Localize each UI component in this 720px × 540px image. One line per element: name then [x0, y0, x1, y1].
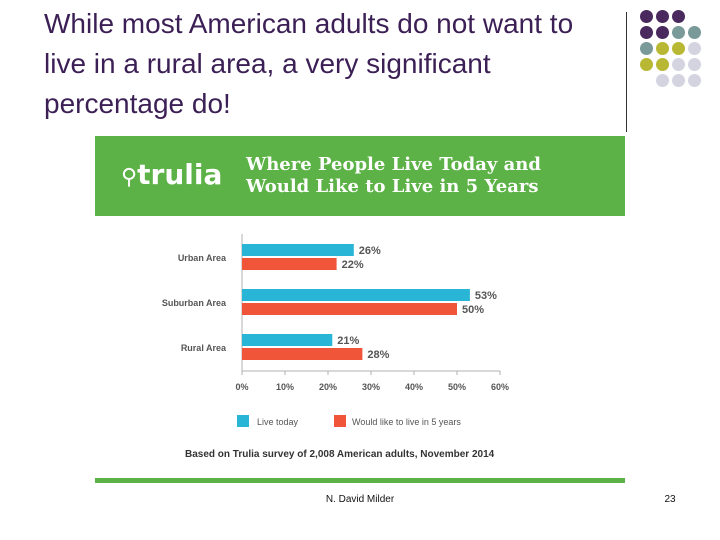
x-tick-label: 40% [405, 382, 423, 392]
decor-dot [672, 42, 685, 55]
bar [242, 289, 470, 301]
x-tick-label: 20% [319, 382, 337, 392]
footer-author: N. David Milder [325, 494, 395, 505]
chart-banner: ⚲trulia Where People Live Today and Woul… [95, 136, 625, 216]
category-label: Urban Area [178, 253, 227, 263]
category-label: Rural Area [181, 343, 227, 353]
title-divider [626, 12, 627, 132]
category-label: Suburban Area [162, 298, 227, 308]
decor-dot [672, 58, 685, 71]
x-tick-label: 60% [491, 382, 509, 392]
x-tick-label: 50% [448, 382, 466, 392]
bar-chart: 0% 10% 20% 30% 40% 50% 60% Urban Area 26% 22% Subu… [162, 234, 509, 460]
decor-dot [656, 58, 669, 71]
decor-dot [688, 26, 701, 39]
page-number: 23 [664, 494, 676, 505]
decor-dot [656, 42, 669, 55]
legend-swatch [334, 415, 346, 427]
banner-title-line1: Where People Live Today and [246, 154, 541, 175]
slide-title: While most American adults do not want t… [44, 8, 574, 119]
decor-dot [640, 10, 653, 23]
source-note: Based on Trulia survey of 2,008 American… [185, 449, 495, 460]
map-pin-icon: ⚲ [121, 165, 138, 190]
decor-dot [688, 74, 701, 87]
bar [242, 303, 457, 315]
banner-title-line2: Would Like to Live in 5 Years [246, 176, 539, 197]
decor-dot [672, 74, 685, 87]
legend-swatch [237, 415, 249, 427]
x-tick-label: 0% [235, 382, 248, 392]
decorative-dot-grid [640, 10, 720, 120]
bar [242, 334, 333, 346]
decor-dot [640, 26, 653, 39]
decor-dot [656, 26, 669, 39]
decor-dot [672, 10, 685, 23]
decor-dot [688, 42, 701, 55]
logo-text: trulia [137, 158, 223, 191]
legend-label: Would like to live in 5 years [352, 417, 461, 427]
chart-card: 0% 10% 20% 30% 40% 50% 60% Urban Area 26% 22% Subu… [95, 216, 625, 482]
decor-dot [640, 58, 653, 71]
bar [242, 244, 354, 256]
decor-dot [656, 74, 669, 87]
value-label: 53% [475, 290, 497, 302]
x-tick-label: 30% [362, 382, 380, 392]
decor-dot [672, 26, 685, 39]
decor-dot [688, 58, 701, 71]
decor-dot [640, 42, 653, 55]
x-tick-label: 10% [276, 382, 294, 392]
legend-label: Live today [257, 417, 299, 427]
decor-dot [656, 10, 669, 23]
banner-title: Where People Live Today and Would Like t… [246, 154, 616, 198]
value-label: 26% [359, 245, 381, 257]
value-label: 22% [342, 259, 364, 271]
value-label: 50% [462, 304, 484, 316]
bar [242, 258, 337, 270]
banner-bottom-rule [95, 478, 625, 483]
value-label: 21% [337, 335, 359, 347]
bar [242, 348, 363, 360]
trulia-logo: ⚲trulia [121, 158, 222, 191]
value-label: 28% [367, 349, 389, 361]
